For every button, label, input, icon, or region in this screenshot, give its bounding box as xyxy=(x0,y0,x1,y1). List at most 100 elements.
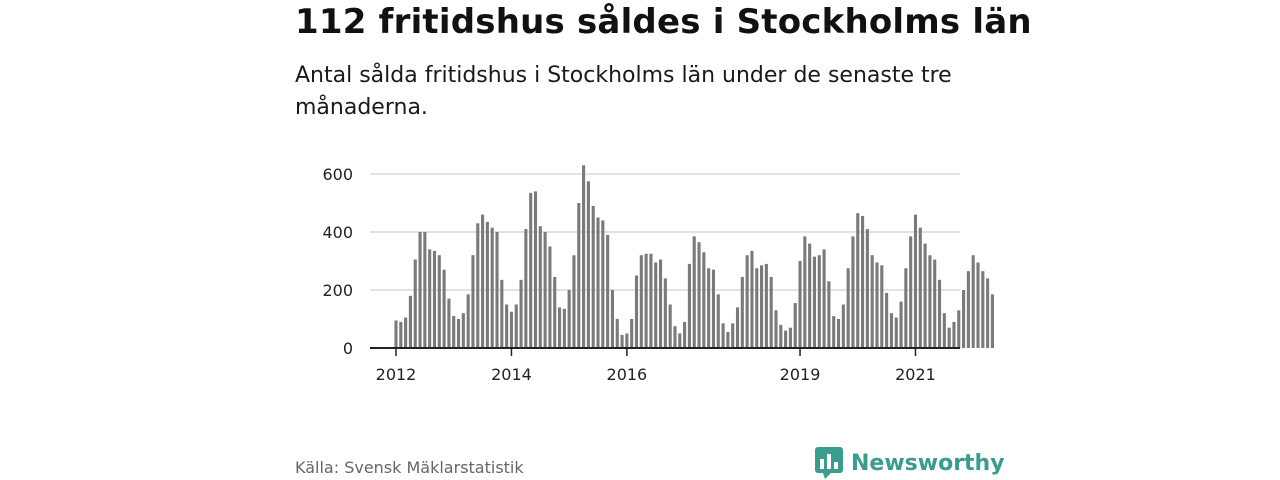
bar xyxy=(562,308,566,348)
bar xyxy=(461,313,465,348)
bar xyxy=(456,319,461,348)
bar xyxy=(476,223,480,348)
bar xyxy=(413,259,417,348)
bar xyxy=(764,263,768,348)
x-tick-label: 2021 xyxy=(895,365,936,384)
bar xyxy=(740,276,744,348)
bar xyxy=(716,294,720,348)
bar xyxy=(615,319,619,348)
bar xyxy=(962,290,966,348)
bar xyxy=(654,262,658,348)
bar xyxy=(644,253,648,348)
x-axis-ticks: 201220142016201920212023 xyxy=(376,348,936,384)
bar xyxy=(543,232,547,348)
bar xyxy=(538,226,542,348)
bar xyxy=(880,265,884,348)
bar xyxy=(678,333,682,348)
bar xyxy=(952,321,956,348)
bar xyxy=(904,268,908,348)
bar xyxy=(659,259,663,348)
bar xyxy=(601,220,605,348)
bar xyxy=(909,236,913,348)
bar xyxy=(500,279,504,348)
bar xyxy=(957,310,961,348)
bar xyxy=(668,304,672,348)
bar xyxy=(793,303,797,348)
bar xyxy=(606,234,610,348)
bar xyxy=(836,319,841,348)
bar xyxy=(750,250,754,348)
bar xyxy=(471,255,475,348)
bar xyxy=(865,229,869,348)
bar xyxy=(418,232,422,348)
bar xyxy=(404,317,408,348)
bar xyxy=(529,192,533,348)
bar xyxy=(769,276,773,348)
bar xyxy=(851,236,855,348)
bar xyxy=(399,321,403,348)
bar xyxy=(596,217,600,348)
bar xyxy=(408,295,412,348)
bar xyxy=(610,290,614,348)
bar xyxy=(735,307,740,348)
bar xyxy=(442,269,446,348)
bar xyxy=(894,317,898,348)
x-tick-label: 2012 xyxy=(376,365,417,384)
bar xyxy=(933,259,937,348)
y-tick-label: 400 xyxy=(322,223,353,242)
bar xyxy=(423,232,427,348)
bar xyxy=(481,214,485,348)
bar xyxy=(687,263,691,348)
bar xyxy=(779,324,783,348)
bar xyxy=(966,271,970,348)
bar xyxy=(937,279,942,348)
bar xyxy=(841,304,845,348)
bar xyxy=(428,249,432,348)
bar xyxy=(625,333,629,348)
bar xyxy=(760,265,764,348)
bar xyxy=(870,255,874,348)
bar xyxy=(827,281,831,348)
bar xyxy=(774,310,778,348)
bar xyxy=(788,327,792,348)
bar xyxy=(432,250,437,348)
bar xyxy=(889,313,893,348)
bar xyxy=(692,236,696,348)
bar xyxy=(557,307,562,348)
bar xyxy=(707,268,711,348)
y-axis-ticks: 0 200 400 600 xyxy=(322,165,353,358)
bar xyxy=(875,262,879,348)
bar xyxy=(981,271,985,348)
bar xyxy=(548,246,552,348)
bar xyxy=(577,203,581,348)
brand-name: Newsworthy xyxy=(851,450,1005,476)
bar xyxy=(976,262,980,348)
bar xyxy=(808,243,812,348)
bar xyxy=(567,290,571,348)
bar xyxy=(918,227,922,348)
bar xyxy=(634,275,639,348)
bar xyxy=(466,294,470,348)
bar xyxy=(971,255,975,348)
bar xyxy=(490,227,494,348)
x-tick-label: 2014 xyxy=(491,365,532,384)
bar xyxy=(394,320,398,348)
bar xyxy=(447,298,451,348)
bar xyxy=(885,292,889,348)
newsworthy-logo-icon xyxy=(815,447,843,479)
source-note: Källa: Svensk Mäklarstatistik xyxy=(295,458,524,477)
bar xyxy=(514,304,518,348)
bar xyxy=(913,214,918,348)
brand-logo[interactable]: Newsworthy xyxy=(815,447,1005,479)
bar xyxy=(673,326,677,348)
bar xyxy=(803,236,807,348)
bar xyxy=(721,323,725,348)
bar xyxy=(702,252,706,348)
bar xyxy=(649,253,653,348)
bar xyxy=(697,242,701,348)
bar xyxy=(798,261,802,348)
y-tick-label: 0 xyxy=(343,339,353,358)
bar xyxy=(990,294,994,348)
bar xyxy=(726,332,730,348)
x-tick-label: 2016 xyxy=(607,365,648,384)
